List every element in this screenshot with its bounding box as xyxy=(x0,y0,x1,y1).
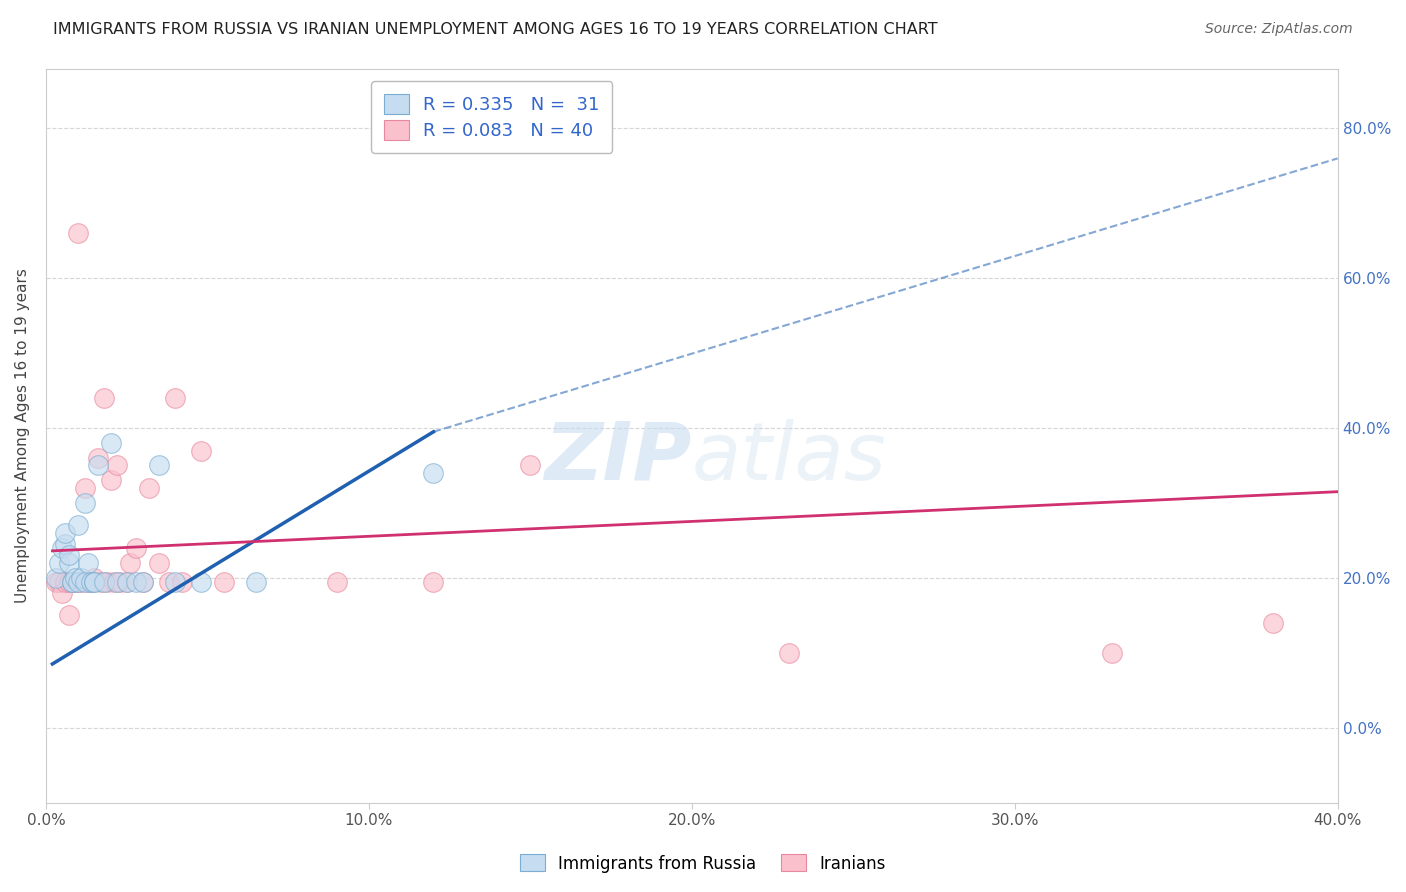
Y-axis label: Unemployment Among Ages 16 to 19 years: Unemployment Among Ages 16 to 19 years xyxy=(15,268,30,603)
Point xyxy=(93,574,115,589)
Point xyxy=(67,227,90,241)
Point xyxy=(100,436,122,450)
Point xyxy=(80,574,103,589)
Point xyxy=(110,574,132,589)
Point xyxy=(118,556,141,570)
Point xyxy=(45,574,67,589)
Point xyxy=(125,541,148,555)
Text: Source: ZipAtlas.com: Source: ZipAtlas.com xyxy=(1205,22,1353,37)
Point xyxy=(190,443,212,458)
Point xyxy=(325,574,347,589)
Point xyxy=(53,574,76,589)
Point xyxy=(77,556,100,570)
Point xyxy=(148,556,170,570)
Point xyxy=(67,574,90,589)
Point xyxy=(83,574,105,589)
Point xyxy=(90,574,112,589)
Point xyxy=(77,574,100,589)
Point xyxy=(70,574,93,589)
Point xyxy=(132,574,155,589)
Text: IMMIGRANTS FROM RUSSIA VS IRANIAN UNEMPLOYMENT AMONG AGES 16 TO 19 YEARS CORRELA: IMMIGRANTS FROM RUSSIA VS IRANIAN UNEMPL… xyxy=(53,22,938,37)
Legend: R = 0.335   N =  31, R = 0.083   N = 40: R = 0.335 N = 31, R = 0.083 N = 40 xyxy=(371,81,612,153)
Point xyxy=(138,481,160,495)
Point xyxy=(83,571,105,585)
Point xyxy=(67,518,90,533)
Text: ZIP: ZIP xyxy=(544,418,692,497)
Point xyxy=(103,574,125,589)
Point xyxy=(212,574,235,589)
Point xyxy=(170,574,193,589)
Point xyxy=(157,574,180,589)
Point xyxy=(93,391,115,405)
Point xyxy=(58,608,80,623)
Point xyxy=(132,574,155,589)
Point xyxy=(100,474,122,488)
Point xyxy=(519,458,541,473)
Point xyxy=(53,537,76,551)
Point xyxy=(1261,615,1284,630)
Point xyxy=(45,571,67,585)
Point xyxy=(60,574,83,589)
Point xyxy=(67,574,90,589)
Point xyxy=(148,458,170,473)
Point xyxy=(165,574,187,589)
Point xyxy=(51,541,73,555)
Point xyxy=(58,574,80,589)
Point xyxy=(96,574,118,589)
Point xyxy=(51,586,73,600)
Point xyxy=(1101,646,1123,660)
Point xyxy=(86,458,108,473)
Text: atlas: atlas xyxy=(692,418,887,497)
Point xyxy=(165,391,187,405)
Point xyxy=(60,574,83,589)
Point xyxy=(422,574,444,589)
Point xyxy=(53,525,76,540)
Point xyxy=(73,574,96,589)
Point xyxy=(48,556,70,570)
Point xyxy=(778,646,800,660)
Point xyxy=(190,574,212,589)
Point xyxy=(63,571,86,585)
Point xyxy=(58,549,80,563)
Point xyxy=(80,574,103,589)
Point xyxy=(125,574,148,589)
Point xyxy=(58,556,80,570)
Point xyxy=(70,571,93,585)
Point xyxy=(422,466,444,480)
Point xyxy=(73,481,96,495)
Point xyxy=(63,574,86,589)
Point xyxy=(115,574,138,589)
Point xyxy=(73,496,96,510)
Point xyxy=(86,450,108,465)
Point xyxy=(115,574,138,589)
Point xyxy=(83,574,105,589)
Point xyxy=(105,574,128,589)
Legend: Immigrants from Russia, Iranians: Immigrants from Russia, Iranians xyxy=(513,847,893,880)
Point xyxy=(60,574,83,589)
Point xyxy=(105,458,128,473)
Point xyxy=(48,574,70,589)
Point xyxy=(245,574,267,589)
